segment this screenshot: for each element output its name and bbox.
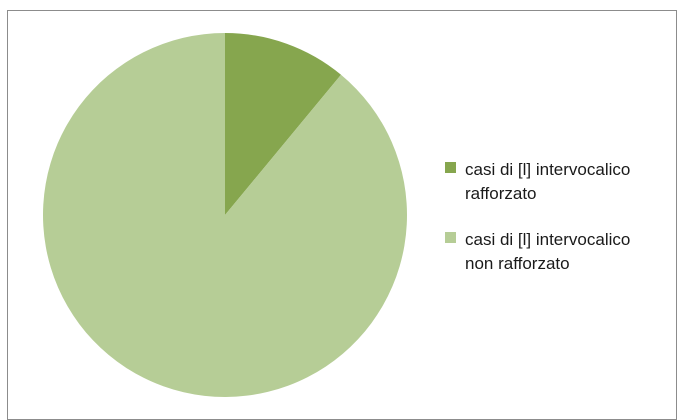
- pie-slice-non-rafforzato: [42, 33, 408, 398]
- legend-item-non-rafforzato: casi di [l] intervocalico non rafforzato: [445, 228, 675, 276]
- legend-swatch-rafforzato: [445, 162, 456, 173]
- legend-label-rafforzato: casi di [l] intervocalico rafforzato: [465, 160, 631, 203]
- pie-slice-rafforzato: [225, 33, 342, 215]
- legend: casi di [l] intervocalico rafforzato cas…: [445, 158, 675, 298]
- legend-label-non-rafforzato: casi di [l] intervocalico non rafforzato: [465, 230, 631, 273]
- legend-item-rafforzato: casi di [l] intervocalico rafforzato: [445, 158, 675, 206]
- legend-swatch-non-rafforzato: [445, 232, 456, 243]
